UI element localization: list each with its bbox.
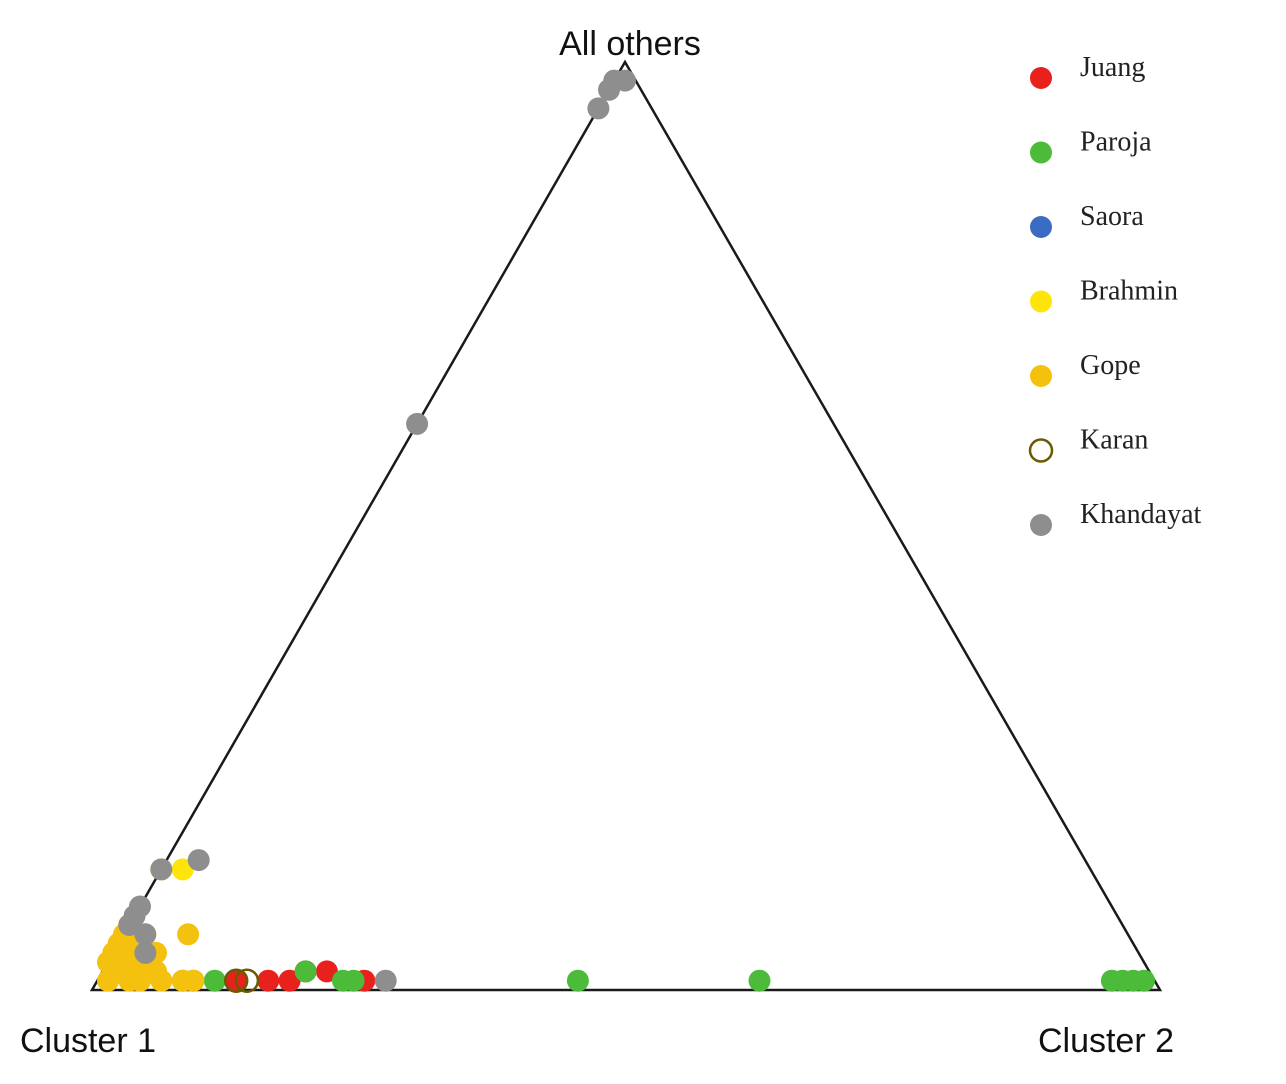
- data-point-paroja: [294, 960, 317, 983]
- data-point-gope: [182, 969, 205, 992]
- data-point-khandayat: [118, 914, 141, 936]
- vertex-label-top: All others: [559, 25, 701, 63]
- data-point-khandayat: [134, 923, 157, 946]
- data-point-juang: [278, 969, 301, 992]
- legend-marker-brahmin: [1030, 290, 1052, 313]
- data-point-khandayat: [406, 412, 429, 435]
- vertex-label-bottom-left: Cluster 1: [20, 1022, 156, 1060]
- legend-marker-karan: [1028, 438, 1054, 463]
- legend-marker-saora: [1030, 216, 1052, 238]
- data-point-paroja: [1133, 969, 1155, 992]
- data-point-juang: [315, 960, 338, 983]
- legend-label-saora: Saora: [1080, 201, 1144, 232]
- data-point-gope: [97, 969, 119, 992]
- data-points: [97, 69, 1155, 993]
- data-point-khandayat: [187, 849, 210, 872]
- data-point-khandayat: [614, 69, 636, 92]
- data-point-gope: [129, 969, 151, 992]
- data-point-brahmin: [171, 858, 194, 881]
- data-point-khandayat: [374, 969, 397, 992]
- data-point-paroja: [748, 969, 771, 992]
- legend-label-paroja: Paroja: [1080, 127, 1152, 158]
- data-point-gope: [150, 969, 173, 992]
- legend-marker-khandayat: [1030, 514, 1052, 536]
- legend-label-khandayat: Khandayat: [1080, 499, 1202, 530]
- data-point-paroja: [203, 969, 226, 992]
- legend-marker-juang: [1030, 67, 1052, 89]
- legend-label-brahmin: Brahmin: [1080, 276, 1178, 307]
- legend-marker-gope: [1030, 365, 1052, 387]
- legend-marker-paroja: [1030, 141, 1052, 164]
- legend-label-juang: Juang: [1080, 52, 1145, 83]
- vertex-label-bottom-right: Cluster 2: [1038, 1022, 1174, 1060]
- ternary-triangle: [89, 59, 1163, 992]
- data-point-khandayat: [150, 858, 173, 881]
- legend-label-karan: Karan: [1080, 425, 1148, 456]
- data-point-karan: [234, 968, 260, 993]
- legend: Juang Paroja Saora Brahmin Gope Karan Khandaya…: [1028, 52, 1202, 536]
- data-point-juang: [257, 969, 280, 992]
- data-point-gope: [177, 923, 200, 946]
- data-point-khandayat: [134, 941, 157, 964]
- legend-label-gope: Gope: [1080, 350, 1141, 381]
- data-point-karan: [223, 968, 249, 993]
- data-point-gope: [97, 951, 119, 974]
- data-point-khandayat: [598, 78, 620, 101]
- data-point-khandayat: [587, 97, 610, 120]
- data-point-paroja: [342, 969, 365, 992]
- data-point-paroja: [566, 969, 589, 992]
